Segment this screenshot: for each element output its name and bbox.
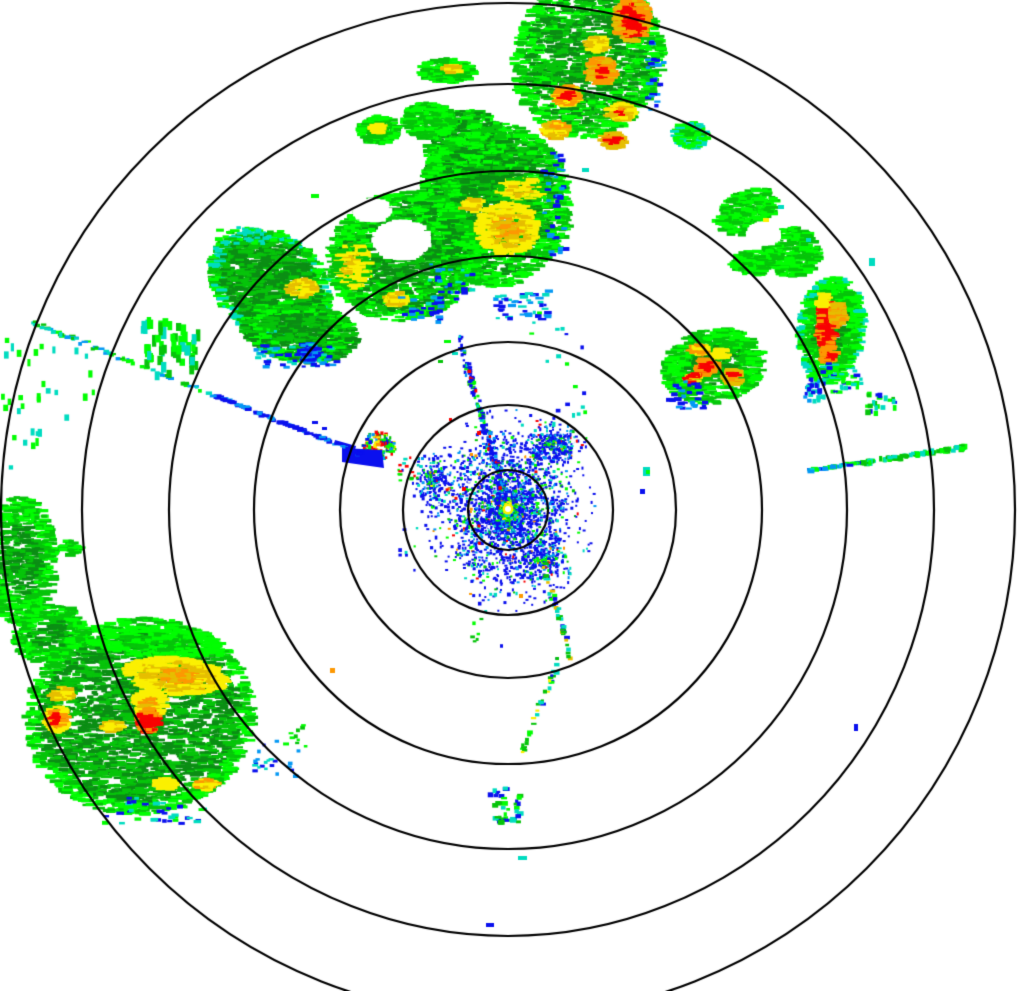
radar-screenshot xyxy=(0,0,1029,991)
radar-ppi-display xyxy=(0,0,1029,991)
